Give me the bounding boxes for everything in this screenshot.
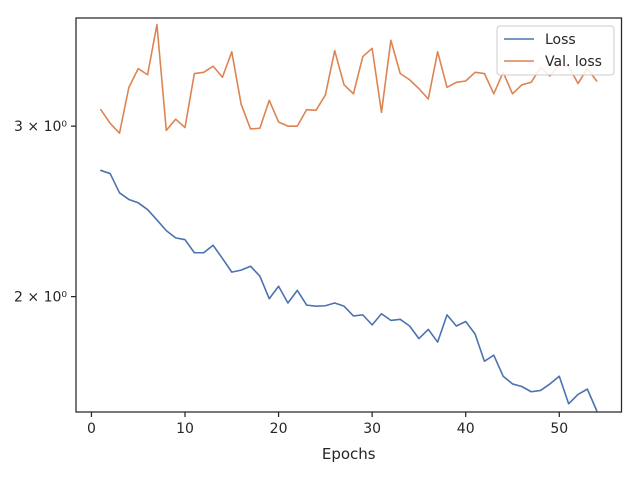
plot-frame bbox=[75, 17, 623, 413]
plot-area bbox=[76, 18, 622, 412]
x-axis-label: Epochs bbox=[322, 445, 376, 463]
legend-label-val-loss: Val. loss bbox=[545, 54, 602, 70]
x-axis-ticks: 0 10 20 30 40 50 bbox=[87, 412, 568, 437]
x-tick-label: 40 bbox=[457, 421, 475, 437]
y-tick-label: 3 × 10⁰ bbox=[14, 119, 67, 135]
y-axis-ticks: 2 × 10⁰ 3 × 10⁰ bbox=[14, 119, 76, 306]
x-tick-label: 30 bbox=[363, 421, 381, 437]
legend: Loss Val. loss bbox=[496, 25, 615, 76]
y-tick-label: 2 × 10⁰ bbox=[14, 290, 67, 306]
x-tick-label: 0 bbox=[87, 421, 96, 437]
series-line-val-loss bbox=[100, 23, 598, 135]
x-tick-label: 20 bbox=[270, 421, 288, 437]
series-layer bbox=[100, 23, 598, 412]
series-line-loss bbox=[100, 169, 598, 412]
x-tick-label: 10 bbox=[176, 421, 194, 437]
x-tick-label: 50 bbox=[550, 421, 568, 437]
legend-label-loss: Loss bbox=[545, 32, 576, 48]
